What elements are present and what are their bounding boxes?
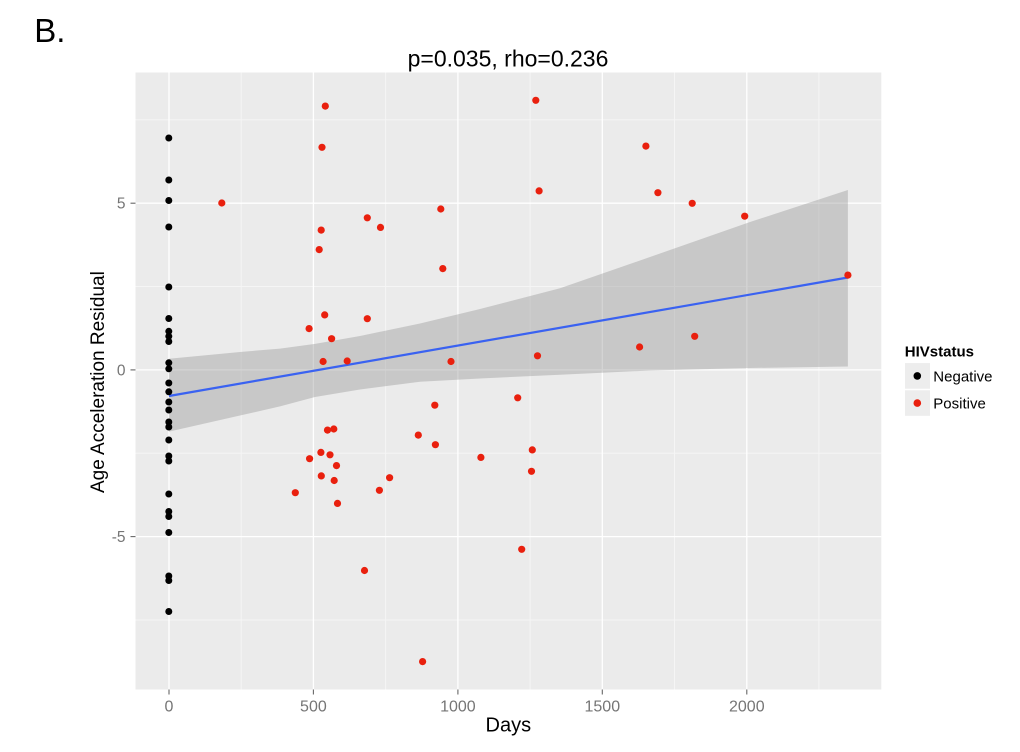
svg-text:Positive: Positive — [933, 396, 986, 413]
svg-text:Negative: Negative — [933, 368, 992, 385]
svg-text:1000: 1000 — [440, 699, 476, 716]
svg-text:Days: Days — [486, 715, 532, 737]
svg-text:-5: -5 — [112, 529, 126, 546]
svg-text:5: 5 — [117, 196, 126, 213]
svg-text:0: 0 — [165, 699, 174, 716]
svg-text:1500: 1500 — [585, 699, 621, 716]
svg-text:p=0.035, rho=0.236: p=0.035, rho=0.236 — [408, 45, 609, 71]
svg-text:Age Acceleration Residual: Age Acceleration Residual — [88, 271, 109, 493]
svg-text:B.: B. — [34, 12, 65, 49]
svg-text:2000: 2000 — [729, 699, 765, 716]
svg-text:0: 0 — [117, 362, 126, 379]
svg-text:500: 500 — [300, 699, 327, 716]
svg-text:HIVstatus: HIVstatus — [905, 344, 974, 361]
